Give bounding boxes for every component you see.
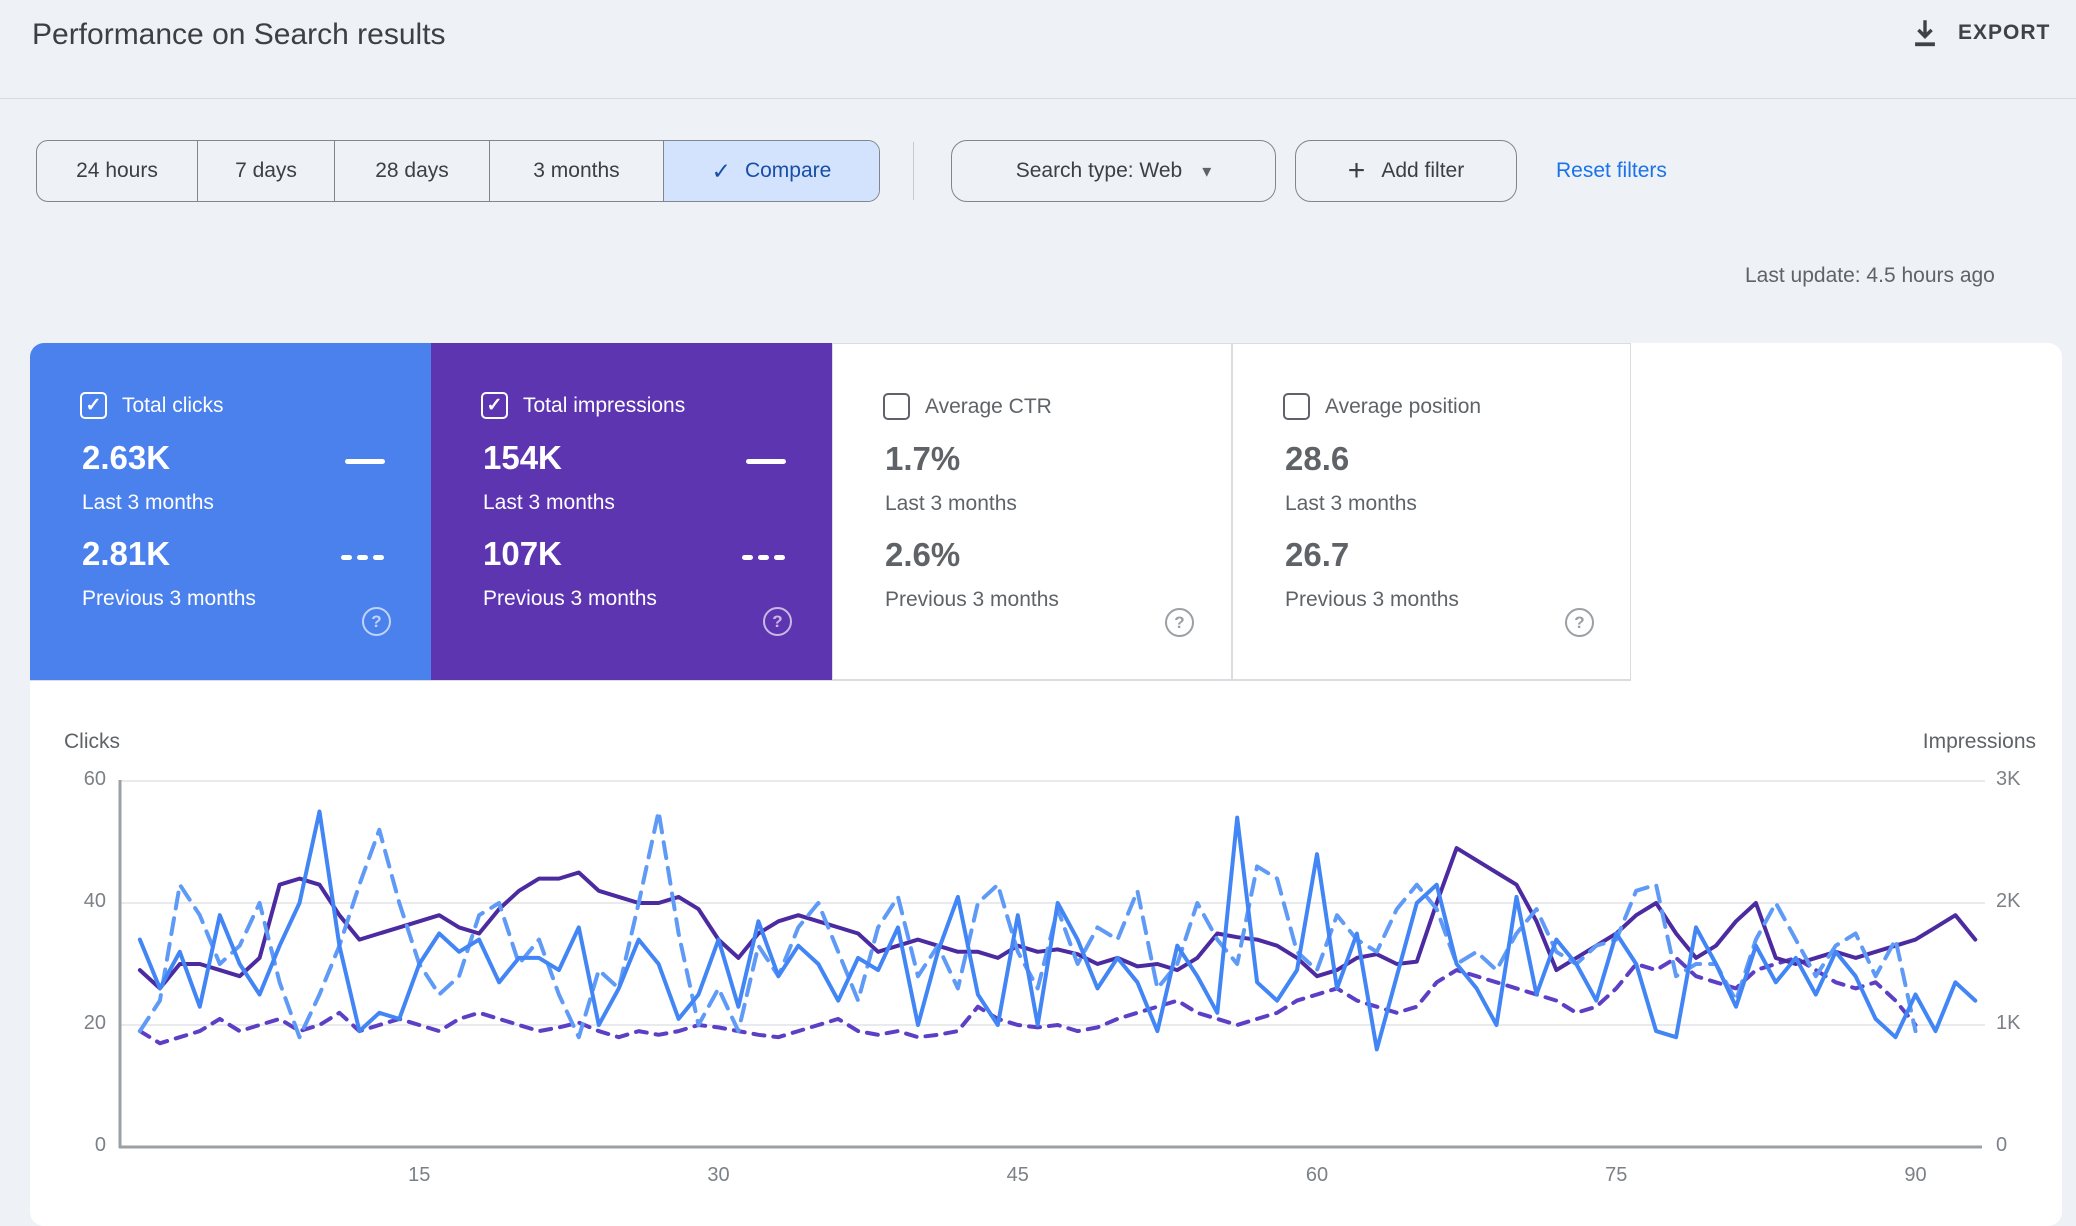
checkbox-total-impressions[interactable]: ✓	[481, 392, 508, 419]
add-filter-label: Add filter	[1381, 159, 1465, 182]
date-range-selector: 24 hours 7 days 28 days 3 months ✓ Compa…	[36, 140, 880, 202]
plus-icon: +	[1347, 154, 1366, 187]
help-icon[interactable]: ?	[362, 607, 391, 636]
help-icon[interactable]: ?	[763, 607, 792, 636]
export-button[interactable]: EXPORT	[1908, 16, 2050, 50]
card-average-position[interactable]: Average position 28.6 Last 3 months 26.7…	[1232, 343, 1631, 680]
current-period: Last 3 months	[1285, 492, 1417, 515]
toolbar-divider	[913, 142, 914, 200]
previous-period: Previous 3 months	[82, 587, 256, 610]
performance-panel: ✓ Total clicks 2.63K Last 3 months 2.81K…	[30, 343, 2062, 1226]
card-label: Total clicks	[122, 394, 224, 417]
checkbox-average-ctr[interactable]	[883, 393, 910, 420]
left-axis-title: Clicks	[64, 730, 120, 753]
card-label: Average CTR	[925, 395, 1052, 418]
header-divider	[0, 98, 2076, 99]
help-icon[interactable]: ?	[1165, 608, 1194, 637]
previous-value: 107K	[483, 535, 562, 572]
previous-value: 2.81K	[82, 535, 171, 572]
solid-line-legend-icon	[746, 459, 786, 464]
current-value: 154K	[483, 439, 562, 476]
dashed-line-legend-icon	[742, 555, 785, 560]
page-title: Performance on Search results	[32, 18, 446, 51]
checkbox-total-clicks[interactable]: ✓	[80, 392, 107, 419]
previous-period: Previous 3 months	[1285, 588, 1459, 611]
help-icon[interactable]: ?	[1565, 608, 1594, 637]
tab-3-months[interactable]: 3 months	[490, 141, 664, 201]
checkbox-average-position[interactable]	[1283, 393, 1310, 420]
card-total-clicks[interactable]: ✓ Total clicks 2.63K Last 3 months 2.81K…	[30, 343, 431, 680]
dashed-line-legend-icon	[341, 555, 384, 560]
current-period: Last 3 months	[483, 491, 615, 514]
card-label: Average position	[1325, 395, 1482, 418]
cards-bottom-border	[30, 680, 1631, 681]
tab-compare[interactable]: ✓ Compare	[664, 141, 879, 201]
card-average-ctr[interactable]: Average CTR 1.7% Last 3 months 2.6% Prev…	[832, 343, 1232, 680]
card-label: Total impressions	[523, 394, 686, 417]
export-label: EXPORT	[1958, 21, 2051, 44]
solid-line-legend-icon	[345, 459, 385, 464]
download-icon	[1908, 16, 1942, 50]
tab-7-days[interactable]: 7 days	[198, 141, 335, 201]
checkmark-icon: ✓	[711, 157, 731, 184]
previous-value: 2.6%	[885, 536, 961, 573]
add-filter-button[interactable]: + Add filter	[1295, 140, 1517, 202]
previous-value: 26.7	[1285, 536, 1350, 573]
search-type-dropdown[interactable]: Search type: Web ▾	[951, 140, 1276, 202]
right-axis-title: Impressions	[1922, 730, 2036, 753]
caret-down-icon: ▾	[1202, 161, 1212, 181]
current-value: 2.63K	[82, 439, 171, 476]
current-value: 1.7%	[885, 440, 961, 477]
current-period: Last 3 months	[82, 491, 214, 514]
previous-period: Previous 3 months	[885, 588, 1059, 611]
search-type-label: Search type: Web	[1015, 159, 1183, 182]
tab-28-days[interactable]: 28 days	[335, 141, 490, 201]
reset-filters-link[interactable]: Reset filters	[1556, 159, 1667, 182]
previous-period: Previous 3 months	[483, 587, 657, 610]
card-total-impressions[interactable]: ✓ Total impressions 154K Last 3 months 1…	[431, 343, 832, 680]
tab-24-hours[interactable]: 24 hours	[37, 141, 198, 201]
current-period: Last 3 months	[885, 492, 1017, 515]
last-update-text: Last update: 4.5 hours ago	[1745, 264, 1995, 287]
current-value: 28.6	[1285, 440, 1350, 477]
compare-label: Compare	[744, 159, 832, 182]
